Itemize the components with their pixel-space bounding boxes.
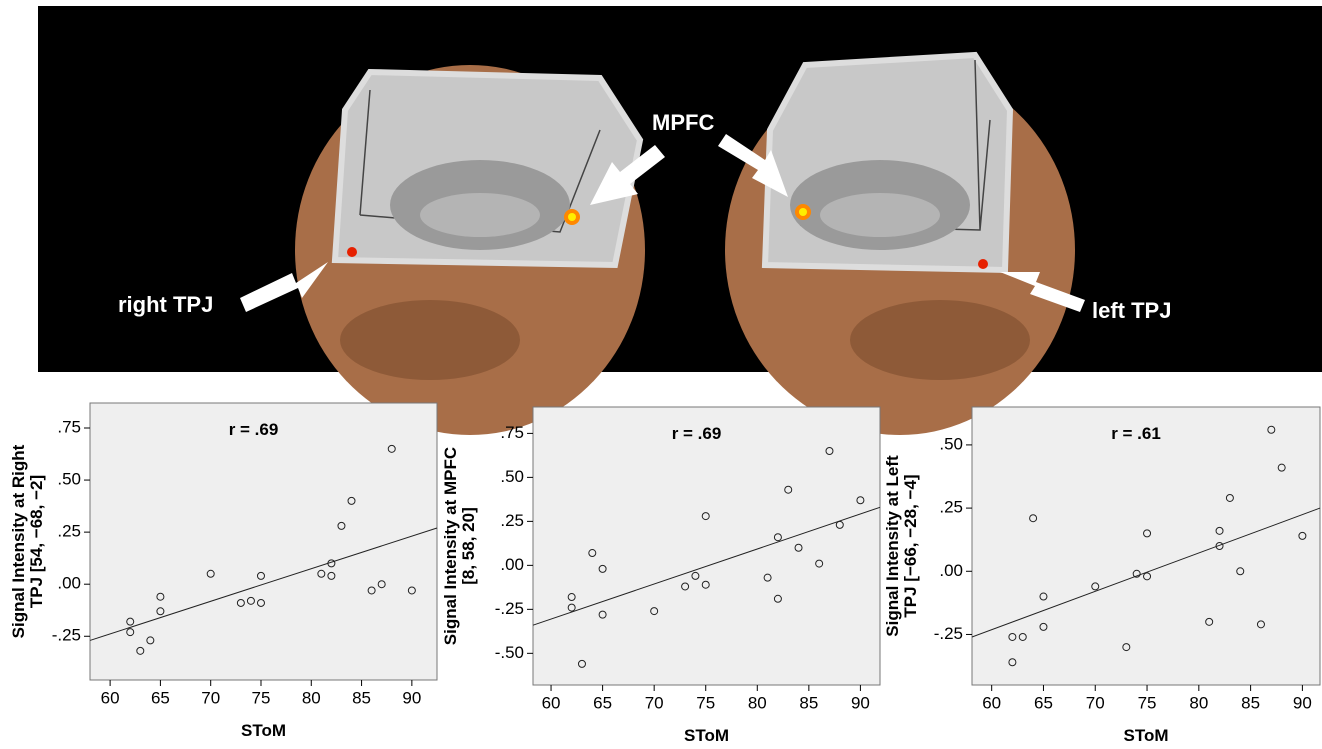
y-tick-label: .00 bbox=[57, 574, 81, 593]
scatter-plot: .75 .50 .25 .00 -.25 60 65 70 75 80 85 90 SToM Signal… bbox=[9, 403, 437, 740]
y-tick-label: -.25 bbox=[934, 624, 963, 643]
y-tick-label: .50 bbox=[939, 434, 963, 453]
y-tick-label: .50 bbox=[57, 470, 81, 489]
y-axis-label: [8, 58, 20] bbox=[459, 507, 478, 585]
x-tick-label: 85 bbox=[799, 693, 818, 712]
figure: MPFC right TPJ left TPJ .75 .50 .25 .00 -.25… bbox=[0, 0, 1322, 744]
x-tick-label: 90 bbox=[851, 693, 870, 712]
annotation: r = .69 bbox=[229, 420, 279, 439]
plot-area bbox=[90, 403, 437, 680]
x-tick-label: 60 bbox=[982, 693, 1001, 712]
x-tick-label: 65 bbox=[593, 693, 612, 712]
image-label: MPFC bbox=[652, 110, 714, 135]
x-tick-label: 65 bbox=[151, 688, 170, 707]
x-tick-label: 85 bbox=[1241, 693, 1260, 712]
x-tick-label: 60 bbox=[101, 688, 120, 707]
x-tick-label: 80 bbox=[1189, 693, 1208, 712]
y-tick-label: -.25 bbox=[495, 599, 524, 618]
x-axis-label: SToM bbox=[241, 721, 286, 740]
scatter-plot: .75 .50 .25 .00 -.25 -.50 60 65 70 75 80 85 90 SToM Si… bbox=[441, 407, 880, 744]
y-tick-label: -.50 bbox=[495, 643, 524, 662]
x-tick-label: 90 bbox=[402, 688, 421, 707]
y-axis-label: Signal Intensity at Right bbox=[9, 444, 28, 638]
y-tick-label: .75 bbox=[57, 417, 81, 436]
x-tick-label: 80 bbox=[302, 688, 321, 707]
x-tick-label: 70 bbox=[1086, 693, 1105, 712]
x-tick-label: 80 bbox=[748, 693, 767, 712]
annotation: r = .61 bbox=[1111, 424, 1161, 443]
plot-area bbox=[533, 407, 880, 685]
y-tick-label: .25 bbox=[939, 498, 963, 517]
y-axis-label: Signal Intensity at MPFC bbox=[441, 447, 460, 645]
y-tick-label: .75 bbox=[500, 423, 524, 442]
y-tick-label: .50 bbox=[500, 467, 524, 486]
y-axis-label: TPJ [−66, −28, −4] bbox=[901, 474, 920, 617]
image-label: left TPJ bbox=[1092, 298, 1171, 323]
y-tick-label: .00 bbox=[500, 555, 524, 574]
plot-area bbox=[972, 407, 1320, 685]
y-tick-label: .25 bbox=[500, 511, 524, 530]
image-label: right TPJ bbox=[118, 292, 213, 317]
y-axis-label: TPJ [54, −68, −2] bbox=[27, 475, 46, 608]
y-tick-label: .25 bbox=[57, 522, 81, 541]
x-tick-label: 85 bbox=[352, 688, 371, 707]
x-tick-label: 75 bbox=[252, 688, 271, 707]
x-tick-label: 60 bbox=[542, 693, 561, 712]
y-axis-label: Signal Intensity at Left bbox=[883, 455, 902, 637]
x-tick-label: 75 bbox=[696, 693, 715, 712]
x-tick-label: 75 bbox=[1138, 693, 1157, 712]
x-tick-label: 70 bbox=[645, 693, 664, 712]
x-tick-label: 70 bbox=[201, 688, 220, 707]
y-tick-label: -.25 bbox=[52, 626, 81, 645]
x-tick-label: 65 bbox=[1034, 693, 1053, 712]
annotation: r = .69 bbox=[672, 424, 722, 443]
x-axis-label: SToM bbox=[1123, 726, 1168, 744]
brain-image: MPFC right TPJ left TPJ bbox=[38, 6, 1322, 435]
x-axis-label: SToM bbox=[684, 726, 729, 744]
y-tick-label: .00 bbox=[939, 561, 963, 580]
scatter-plot: .50 .25 .00 -.25 60 65 70 75 80 85 90 SToM Signal In… bbox=[883, 407, 1320, 744]
x-tick-label: 90 bbox=[1293, 693, 1312, 712]
